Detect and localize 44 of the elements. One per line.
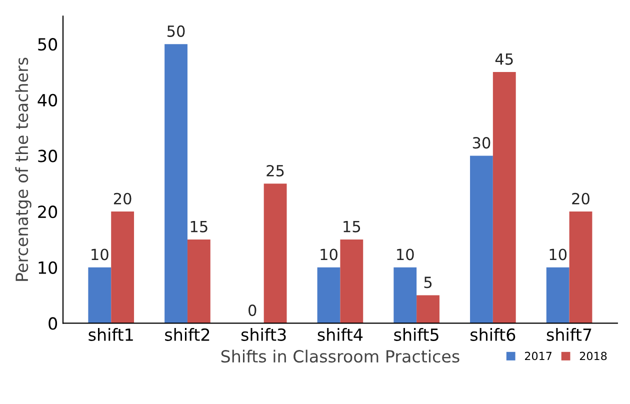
data-label: 15 (190, 220, 208, 232)
legend-label: 2018 (580, 352, 607, 360)
y-tick-label: 20 (38, 206, 58, 218)
x-tick-label: shift1 (88, 328, 133, 341)
data-label: 20 (572, 192, 590, 204)
x-axis-title: Shifts in Classroom Practices (221, 350, 460, 363)
y-tick-label: 0 (48, 317, 58, 330)
bar (546, 267, 570, 324)
data-label: 0 (248, 304, 256, 316)
bar (340, 239, 364, 324)
data-label: 10 (92, 248, 108, 260)
data-label: 10 (320, 248, 338, 260)
data-label: 25 (266, 164, 284, 177)
bar (416, 295, 440, 324)
data-label: 45 (495, 54, 513, 65)
bar (187, 239, 210, 324)
y-tick-label: 50 (38, 38, 58, 51)
legend-label: 2017 (524, 352, 552, 360)
data-label: 30 (472, 137, 490, 149)
bar (394, 267, 417, 324)
data-label: 15 (344, 220, 360, 232)
x-tick-label: shift7 (546, 328, 592, 341)
x-tick-label: shift5 (394, 328, 438, 341)
y-axis-title: Percenatge of the teachers (15, 58, 32, 281)
x-tick-label: shift2 (165, 328, 210, 341)
data-label: 10 (397, 248, 414, 260)
x-tick-label: shift4 (318, 328, 363, 341)
bar (470, 156, 493, 324)
bar (164, 44, 188, 324)
data-label: 5 (424, 276, 432, 288)
bar (264, 184, 287, 324)
bar (111, 212, 134, 324)
y-tick-label: 10 (38, 261, 58, 274)
bar (88, 267, 112, 324)
y-tick-label: 30 (38, 150, 58, 162)
y-tick-label: 40 (38, 94, 58, 106)
data-label: 20 (114, 192, 132, 204)
bar (317, 267, 340, 324)
bar (492, 72, 516, 324)
bar (569, 212, 592, 324)
data-label: 10 (550, 248, 567, 260)
x-tick-label: shift6 (470, 328, 516, 341)
data-label: 50 (167, 25, 185, 37)
x-tick-label: shift3 (241, 328, 286, 341)
